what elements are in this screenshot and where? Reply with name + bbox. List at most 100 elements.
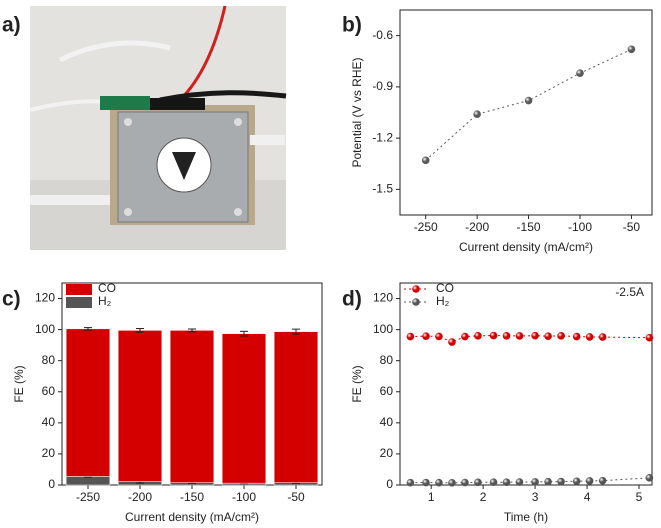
legend-label: H₂ — [98, 294, 112, 308]
bar-segment — [169, 330, 215, 483]
data-point — [645, 474, 654, 482]
y-tick-label: 60 — [380, 384, 394, 398]
bar-segment — [221, 333, 267, 484]
data-point — [531, 478, 539, 486]
y-tick-label: 80 — [42, 353, 56, 367]
data-point — [627, 45, 636, 54]
data-point — [489, 478, 498, 487]
y-axis-label: FE (%) — [12, 365, 26, 402]
error-bar — [240, 330, 248, 337]
x-tick-label: -200 — [465, 220, 489, 234]
x-tick-label: 2 — [480, 490, 487, 504]
data-point — [572, 477, 581, 486]
x-axis-label: Current density (mA/cm²) — [125, 510, 259, 524]
x-tick-label: -200 — [128, 490, 152, 504]
series-line — [410, 477, 650, 484]
bar-segment — [273, 331, 319, 483]
legend-swatch — [66, 284, 92, 295]
plot-frame — [399, 282, 653, 486]
data-point — [461, 478, 469, 487]
plot-frame — [399, 9, 653, 216]
legend-label: H₂ — [436, 294, 450, 308]
data-point — [645, 333, 654, 342]
data-point — [474, 478, 482, 487]
data-point — [448, 338, 456, 346]
data-point — [435, 332, 443, 341]
y-tick-label: -1.2 — [372, 130, 393, 144]
x-tick-label: -250 — [414, 220, 438, 234]
y-tick-label: 0 — [48, 477, 55, 491]
y-tick-label: 60 — [42, 384, 56, 398]
x-tick-label: 3 — [532, 490, 539, 504]
y-axis-label: FE (%) — [350, 365, 364, 402]
y-tick-label: 20 — [380, 446, 394, 460]
photo — [29, 5, 287, 250]
panel-label: c) — [2, 288, 21, 311]
y-tick-label: 100 — [35, 322, 55, 336]
y-axis-label: Potential (V vs RHE) — [350, 57, 364, 167]
x-tick-label: -100 — [232, 490, 256, 504]
error-bar — [292, 328, 300, 335]
bar-segment — [65, 476, 111, 486]
y-tick-label: 120 — [373, 291, 393, 305]
data-point — [531, 331, 539, 340]
legend-marker — [412, 285, 420, 293]
x-tick-label: -50 — [287, 490, 305, 504]
error-bar — [188, 328, 196, 333]
x-tick-label: -100 — [568, 220, 592, 234]
data-point — [502, 478, 511, 487]
error-bar — [136, 328, 144, 333]
data-point — [544, 477, 552, 486]
x-tick-label: 5 — [636, 490, 643, 504]
data-point — [461, 332, 469, 341]
data-point — [576, 69, 584, 78]
legend-label: CO — [98, 281, 116, 295]
data-point — [598, 333, 607, 341]
data-point — [489, 331, 498, 340]
data-point — [524, 96, 533, 105]
data-point — [422, 332, 430, 340]
legend-swatch — [66, 297, 92, 308]
x-tick-label: -50 — [623, 220, 641, 234]
data-point — [435, 478, 443, 487]
data-point — [406, 478, 415, 487]
panel-label: b) — [342, 14, 362, 37]
error-bar — [84, 327, 92, 331]
y-tick-label: 40 — [42, 415, 56, 429]
y-tick-label: 100 — [373, 322, 393, 336]
data-point — [515, 478, 524, 486]
data-point — [422, 478, 430, 487]
x-tick-label: -250 — [76, 490, 100, 504]
data-point — [557, 477, 565, 486]
legend-label: CO — [436, 281, 454, 295]
series-line — [410, 335, 650, 343]
x-tick-label: 1 — [428, 490, 435, 504]
y-tick-label: -0.9 — [372, 79, 393, 93]
data-point — [544, 332, 552, 340]
data-point — [515, 332, 524, 340]
panel-label: a) — [2, 14, 21, 37]
data-point — [585, 333, 594, 341]
y-tick-label: 0 — [386, 477, 393, 491]
y-tick-label: 40 — [380, 415, 394, 429]
data-point — [448, 479, 456, 487]
annotation: -2.5A — [615, 285, 644, 299]
data-point — [598, 476, 607, 485]
panel-label: d) — [342, 288, 362, 311]
data-point — [421, 156, 430, 165]
data-point — [406, 332, 415, 341]
data-point — [572, 332, 581, 341]
y-tick-label: 80 — [380, 353, 394, 367]
x-axis-label: Time (h) — [504, 510, 548, 524]
data-point — [473, 110, 481, 119]
series-line — [425, 48, 632, 161]
data-point — [557, 332, 565, 340]
bar-segment — [65, 328, 111, 477]
x-axis-label: Current density (mA/cm²) — [459, 240, 593, 254]
data-point — [474, 332, 482, 340]
y-tick-label: -1.5 — [372, 182, 393, 196]
legend-marker — [412, 298, 420, 306]
data-point — [502, 332, 511, 340]
x-tick-label: -150 — [180, 490, 204, 504]
